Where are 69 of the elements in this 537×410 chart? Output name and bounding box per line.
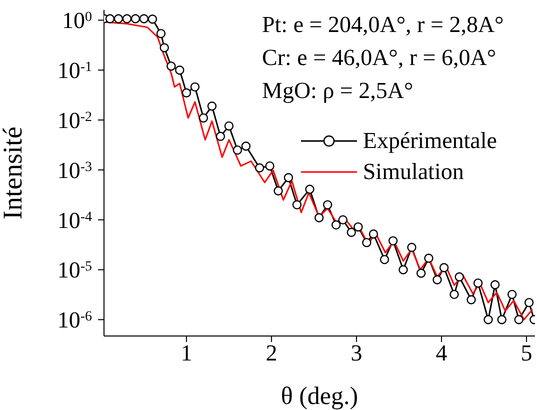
x-axis-title: θ (deg.) xyxy=(280,383,358,410)
point xyxy=(305,184,314,194)
point xyxy=(346,228,356,237)
point xyxy=(254,163,264,172)
point xyxy=(130,14,140,24)
y-tick-label: 10$^{-6}$ xyxy=(57,308,92,333)
point xyxy=(198,113,208,123)
y-tick-label: 10$^{-4}$ xyxy=(57,208,92,233)
point xyxy=(432,275,442,284)
annotation: Cr: e = 46,0A°, r = 6,0A° xyxy=(262,45,496,71)
point xyxy=(507,290,517,300)
point xyxy=(190,82,200,92)
point xyxy=(216,132,226,141)
annotation: Pt: e = 204,0A°, r = 2,8A° xyxy=(262,12,504,38)
point xyxy=(362,238,372,248)
point xyxy=(292,200,302,210)
point xyxy=(166,62,176,71)
point xyxy=(139,14,149,24)
point xyxy=(407,242,416,252)
y-tick-label: 10$^{-5}$ xyxy=(57,258,92,283)
point xyxy=(490,280,500,290)
point xyxy=(156,28,166,38)
point xyxy=(338,215,348,224)
x-tick-label: 3 xyxy=(350,340,362,366)
y-tick-label: 10$^{0}$ xyxy=(62,8,92,34)
point xyxy=(398,265,408,274)
point xyxy=(473,278,483,288)
point xyxy=(380,254,390,264)
point xyxy=(122,14,132,24)
legend-label: Simulation xyxy=(362,158,464,184)
point xyxy=(331,220,341,230)
point xyxy=(368,229,378,239)
point xyxy=(224,121,234,131)
point xyxy=(497,315,506,324)
point xyxy=(284,173,294,182)
x-tick-label: 2 xyxy=(266,340,278,366)
point xyxy=(388,236,398,246)
point xyxy=(182,88,192,98)
point xyxy=(207,101,217,111)
point xyxy=(105,14,115,24)
annotation: MgO: ρ = 2,5A° xyxy=(262,78,414,104)
point xyxy=(148,14,158,24)
point xyxy=(241,142,251,151)
point xyxy=(450,290,459,300)
point xyxy=(466,295,476,304)
point xyxy=(424,254,434,263)
point xyxy=(160,43,169,52)
point xyxy=(484,315,493,324)
y-tick-label: 10$^{-3}$ xyxy=(57,158,92,183)
point xyxy=(416,268,426,278)
x-tick-label: 5 xyxy=(520,340,532,366)
x-tick-label: 1 xyxy=(180,340,192,366)
point xyxy=(439,263,449,272)
point xyxy=(114,14,124,24)
y-tick-label: 10$^{-1}$ xyxy=(57,58,92,84)
point xyxy=(514,315,524,324)
legend-label: Expérimentale xyxy=(362,128,497,154)
point xyxy=(524,298,534,308)
y-axis-title: Intensité xyxy=(0,126,28,220)
point xyxy=(175,65,184,75)
point xyxy=(322,200,332,210)
point xyxy=(354,222,363,232)
point xyxy=(232,145,242,155)
point xyxy=(265,161,274,171)
point xyxy=(454,272,464,282)
point xyxy=(274,186,283,196)
point xyxy=(314,213,324,222)
y-tick-label: 10$^{-2}$ xyxy=(57,108,92,134)
x-tick-label: 4 xyxy=(436,340,448,366)
